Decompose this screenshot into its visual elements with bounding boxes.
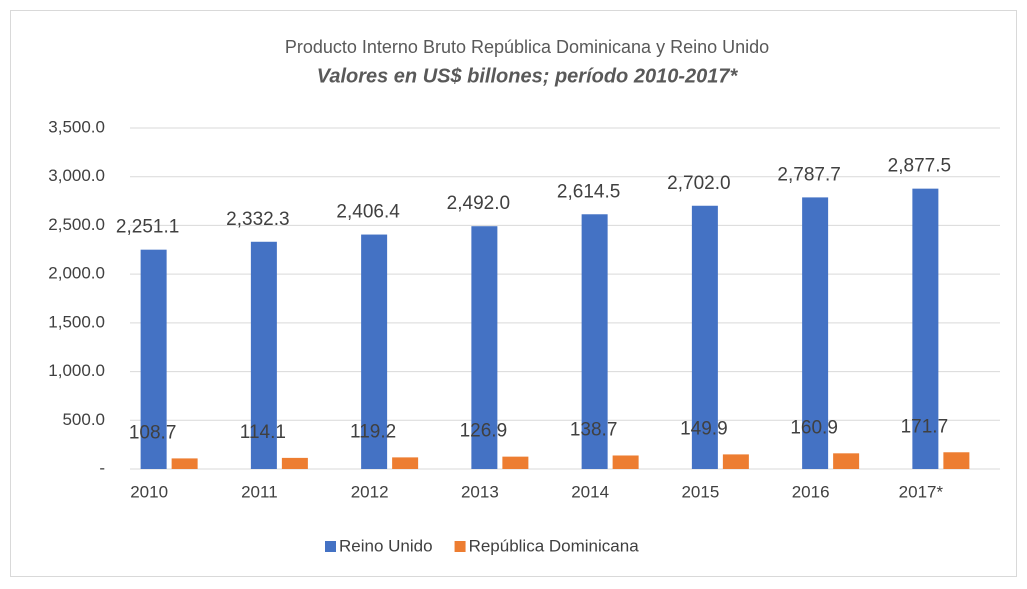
legend-swatch — [325, 541, 336, 552]
x-tick-label: 2014 — [571, 482, 609, 501]
data-label: 149.9 — [680, 418, 728, 439]
bar — [802, 197, 829, 469]
x-tick-label: 2013 — [461, 482, 499, 501]
bar — [361, 234, 388, 469]
bar — [691, 205, 718, 470]
bar — [912, 188, 939, 469]
x-tick-label: 2012 — [351, 482, 389, 501]
data-label: 2,614.5 — [557, 181, 620, 202]
bar — [502, 456, 529, 469]
bar — [612, 455, 639, 469]
data-label: 126.9 — [460, 421, 508, 442]
data-label: 108.7 — [129, 422, 177, 443]
bar — [943, 452, 970, 469]
y-tick-label: 1,000.0 — [48, 361, 105, 380]
y-tick-label: 3,000.0 — [48, 166, 105, 185]
bar — [392, 457, 419, 469]
bar — [833, 453, 860, 469]
data-label: 2,702.0 — [667, 173, 730, 194]
data-label: 2,877.5 — [888, 156, 951, 177]
y-tick-label: 2,000.0 — [48, 264, 105, 283]
data-label: 119.2 — [350, 421, 396, 442]
x-tick-label: 2011 — [241, 482, 278, 501]
data-label: 138.7 — [570, 420, 618, 441]
chart-title: Producto Interno Bruto República Dominic… — [285, 37, 769, 57]
chart-subtitle: Valores en US$ billones; período 2010-20… — [317, 65, 739, 87]
x-tick-label: 2016 — [792, 482, 830, 501]
x-tick-label: 2017* — [899, 482, 944, 501]
x-tick-label: 2010 — [130, 482, 168, 501]
data-label: 2,406.4 — [336, 202, 400, 223]
y-tick-label: 1,500.0 — [48, 312, 105, 331]
data-label: 2,251.1 — [116, 217, 179, 238]
data-label: 2,492.0 — [447, 193, 510, 214]
x-tick-label: 2015 — [681, 482, 719, 501]
legend-swatch — [454, 541, 466, 552]
bar — [471, 226, 498, 469]
y-tick-label: 3,500.0 — [48, 117, 105, 136]
legend-label: República Dominicana — [469, 536, 640, 555]
data-label: 2,332.3 — [226, 209, 289, 230]
chart-frame — [10, 10, 1017, 577]
bar — [171, 458, 198, 469]
data-label: 171.7 — [901, 416, 949, 437]
bar — [281, 457, 308, 469]
bar — [722, 454, 749, 469]
bar — [140, 249, 167, 469]
y-tick-label: - — [99, 458, 105, 477]
legend-label: Reino Unido — [339, 536, 433, 555]
y-tick-label: 2,500.0 — [48, 215, 105, 234]
data-label: 114.1 — [240, 422, 286, 443]
bar — [581, 214, 608, 469]
data-label: 2,787.7 — [777, 164, 840, 185]
y-tick-label: 500.0 — [62, 410, 105, 429]
data-label: 160.9 — [790, 417, 838, 438]
bar — [250, 241, 277, 469]
